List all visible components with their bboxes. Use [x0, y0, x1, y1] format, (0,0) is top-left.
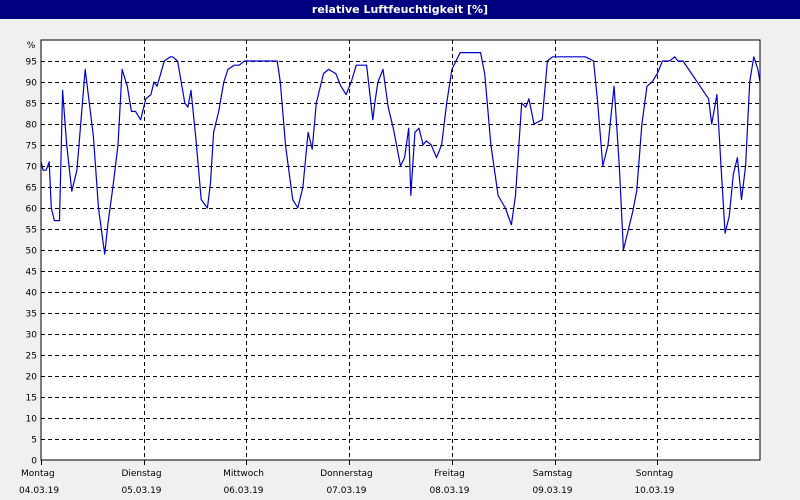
y-tick-label: 95 [26, 58, 37, 68]
y-tick-label: 90 [26, 79, 38, 89]
x-axis-tick-labels: Montag 04.03.19 Dienstag 05.03.19 Mittwoch 06… [19, 460, 675, 496]
chart-title: relative Luftfeuchtigkeit [%] [311, 3, 489, 16]
x-tick-date-label: 06.03.19 [223, 486, 263, 496]
x-tick-date-label: 09.03.19 [532, 486, 572, 496]
x-tick-date-label: 08.03.19 [429, 486, 469, 496]
y-tick-label: 25 [26, 352, 37, 362]
y-tick-label: 15 [26, 394, 37, 404]
y-tick-label: 5 [31, 436, 37, 446]
x-tick-date-label: 07.03.19 [326, 486, 366, 496]
window-title-bar: relative Luftfeuchtigkeit [%] [0, 0, 800, 19]
y-tick-label: 85 [26, 100, 37, 110]
plot-border [40, 39, 761, 461]
y-tick-label: 80 [26, 121, 38, 131]
x-tick-day-label: Mittwoch [223, 469, 264, 479]
grid-lines [41, 40, 760, 460]
y-tick-label: 45 [26, 268, 37, 278]
y-tick-label: 70 [26, 163, 38, 173]
x-tick-day-label: Donnerstag [320, 469, 373, 479]
y-tick-label: 0 [31, 457, 37, 467]
y-tick-label: 55 [26, 226, 37, 236]
x-tick-date-label: 04.03.19 [19, 486, 59, 496]
y-tick-label: 30 [26, 331, 38, 341]
y-tick-label: 40 [26, 289, 38, 299]
x-tick-day-label: Sonntag [636, 469, 673, 479]
y-axis-unit-label: % [27, 41, 36, 51]
x-tick-day-label: Montag [21, 469, 55, 479]
y-tick-label: 65 [26, 184, 37, 194]
x-tick-day-label: Dienstag [121, 469, 161, 479]
x-tick-day-label: Freitag [434, 469, 465, 479]
y-tick-label: 20 [26, 373, 38, 383]
y-tick-label: 75 [26, 142, 37, 152]
x-tick-day-label: Samstag [533, 469, 572, 479]
y-axis-tick-labels: 0 5 10 15 20 25 30 35 40 45 50 55 60 65 70 75 80 85 90 95 [26, 58, 38, 467]
y-tick-label: 10 [26, 415, 38, 425]
series-layer [40, 51, 761, 255]
x-tick-date-label: 10.03.19 [634, 486, 674, 496]
y-tick-label: 60 [26, 205, 38, 215]
y-tick-label: 35 [26, 310, 37, 320]
y-tick-label: 50 [26, 247, 38, 257]
humidity-series-line [40, 51, 761, 255]
x-tick-date-label: 05.03.19 [121, 486, 161, 496]
